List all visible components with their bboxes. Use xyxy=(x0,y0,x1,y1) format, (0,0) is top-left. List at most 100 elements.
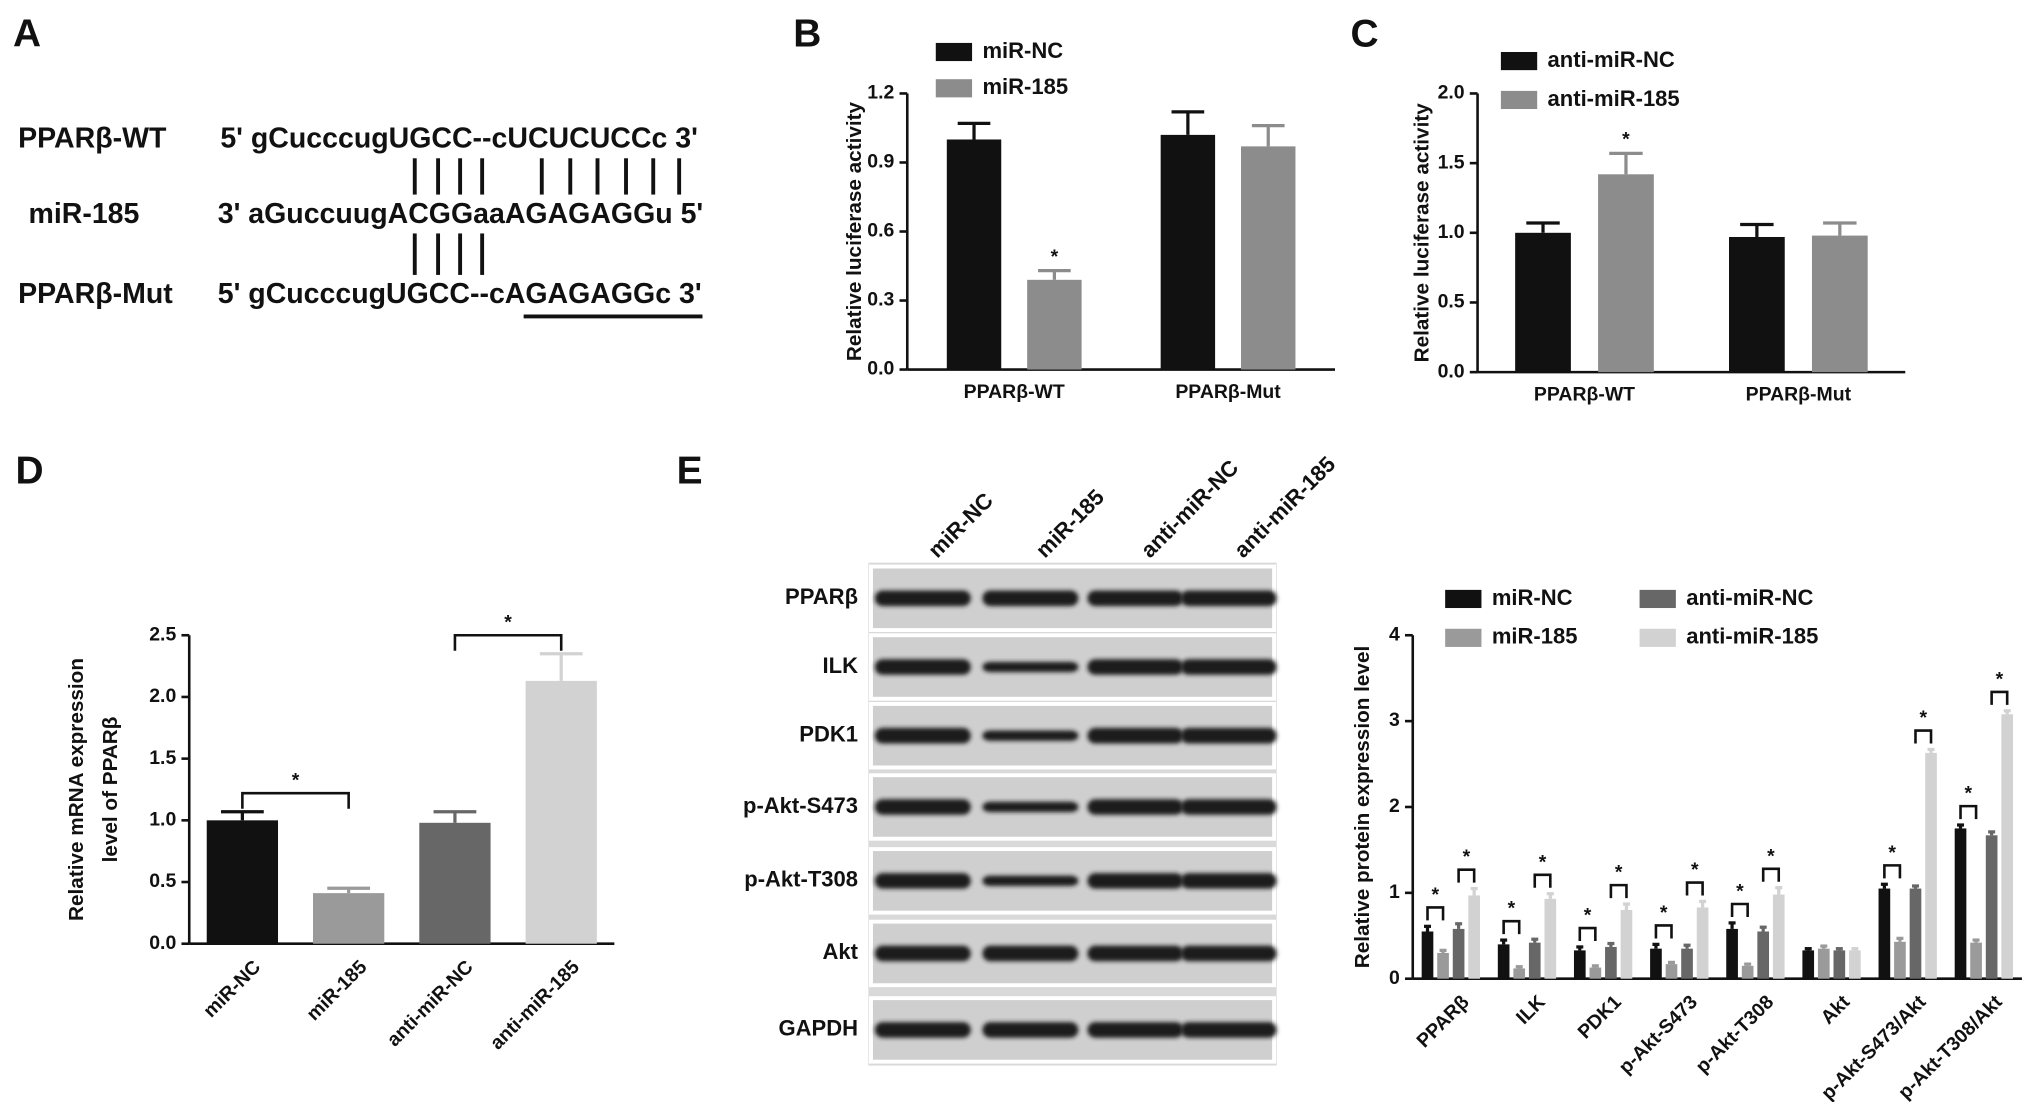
significance-bracket xyxy=(1654,924,1673,939)
y-tick-label: 1.0 xyxy=(1438,221,1465,243)
blot-row-label: ILK xyxy=(823,653,859,678)
x-tick-label: anti-miR-NC xyxy=(383,956,478,1051)
legend-label: miR-185 xyxy=(1492,624,1578,649)
blot-band xyxy=(1180,799,1277,815)
blot-band xyxy=(982,801,1079,813)
bar xyxy=(1802,950,1815,979)
error-bar xyxy=(2003,709,2011,715)
significance-bracket xyxy=(1761,867,1781,882)
bar xyxy=(1878,888,1891,979)
bar xyxy=(1849,950,1861,979)
bar xyxy=(1421,931,1434,979)
bar xyxy=(1241,146,1296,370)
significance-mark: * xyxy=(1996,668,2004,690)
significance-mark: * xyxy=(1508,898,1516,920)
bar xyxy=(1817,948,1830,979)
x-tick-label: PPARβ-WT xyxy=(964,381,1065,403)
blot-band xyxy=(874,873,971,889)
blot-row-label: p-Akt-S473 xyxy=(743,793,858,818)
blot-row-label: Akt xyxy=(823,939,859,964)
panel-label: B xyxy=(793,13,821,56)
blot-band xyxy=(874,945,971,962)
x-tick-label: PPARβ-Mut xyxy=(1746,384,1852,406)
blot-row-label: GAPDH xyxy=(779,1016,859,1041)
legend-label: miR-185 xyxy=(982,74,1068,99)
significance-mark: * xyxy=(1463,846,1471,868)
blot-band xyxy=(1087,727,1184,744)
significance-bracket xyxy=(1914,729,1933,744)
blot-band xyxy=(1087,1022,1184,1038)
significance-mark: * xyxy=(1767,845,1775,867)
significance-bracket xyxy=(241,791,350,809)
significance-bracket xyxy=(1502,919,1521,935)
significance-bracket xyxy=(1883,864,1902,879)
blot-band xyxy=(1087,659,1184,675)
blot-band xyxy=(1087,873,1184,889)
significance-mark: * xyxy=(1539,851,1547,873)
bar xyxy=(1605,946,1617,979)
bar xyxy=(1726,928,1738,979)
significance-bracket xyxy=(1609,883,1628,899)
error-bar xyxy=(957,121,991,140)
blot-band xyxy=(982,875,1079,887)
error-bar xyxy=(1728,921,1736,929)
y-tick-label: 4 xyxy=(1389,623,1400,645)
y-tick-label: 0.0 xyxy=(1438,360,1465,382)
error-bar xyxy=(1759,925,1767,932)
error-bar xyxy=(1740,222,1774,237)
western-blot: PPARβ ILK PDK1 p-Akt-S473 p-Akt-T308 Akt GAPDH… xyxy=(743,451,1340,1066)
error-bar xyxy=(1531,937,1539,943)
blot-band xyxy=(874,1022,971,1038)
blot-row-label: p-Akt-T308 xyxy=(744,867,858,892)
error-bar xyxy=(1823,221,1857,236)
sequence-name: miR-185 xyxy=(29,198,140,230)
error-bar xyxy=(1607,941,1615,947)
legend-swatch xyxy=(935,79,973,98)
blot-lane-label: miR-NC xyxy=(923,488,998,563)
bar xyxy=(1696,907,1709,979)
bar xyxy=(1544,898,1557,979)
panel-label: D xyxy=(16,449,44,492)
blot-band xyxy=(982,590,1079,607)
legend-swatch xyxy=(1445,589,1482,609)
legend-swatch xyxy=(1639,628,1676,647)
blot-band xyxy=(982,1022,1079,1038)
error-bar xyxy=(1957,823,1965,829)
significance-mark: * xyxy=(1051,246,1059,268)
error-bar xyxy=(1835,947,1843,951)
y-tick-label: 0.5 xyxy=(1438,291,1465,313)
blot-band xyxy=(1180,1022,1277,1038)
y-tick-label: 0.5 xyxy=(149,870,176,892)
significance-bracket xyxy=(1959,804,1978,820)
bar xyxy=(1589,967,1602,979)
sequence: 3' aGuccuugACGGaaAGAGAGGu 5' xyxy=(218,198,703,230)
x-tick-label: Akt xyxy=(1817,991,1855,1029)
legend-label: anti-miR-185 xyxy=(1548,86,1680,111)
y-axis-label: Relative luciferase activity xyxy=(843,101,866,361)
bar xyxy=(1437,952,1449,979)
error-bar xyxy=(1972,938,1980,943)
y-tick-label: 1.5 xyxy=(149,747,176,769)
bar xyxy=(1681,948,1693,979)
error-bar xyxy=(1455,922,1463,929)
bar xyxy=(1729,236,1785,373)
error-bar xyxy=(1171,110,1205,135)
blot-band xyxy=(874,727,971,744)
bar xyxy=(1650,948,1662,979)
sequence-name: PPARβ-Mut xyxy=(18,278,173,310)
bar xyxy=(1909,888,1922,979)
bar xyxy=(1452,928,1465,979)
error-bar xyxy=(1038,268,1071,280)
y-tick-label: 0 xyxy=(1389,967,1400,989)
y-axis-label: Relative luciferase activity xyxy=(1411,103,1434,363)
y-tick-label: 1.5 xyxy=(1438,151,1465,173)
significance-mark: * xyxy=(1615,862,1623,884)
significance-mark: * xyxy=(1660,902,1668,924)
error-bar xyxy=(1683,943,1691,949)
error-bar xyxy=(1622,902,1630,911)
blot-band xyxy=(1180,590,1277,607)
x-tick-label: p-Akt-T308 xyxy=(1692,991,1779,1078)
bar xyxy=(1894,941,1906,979)
error-bar xyxy=(327,886,371,894)
